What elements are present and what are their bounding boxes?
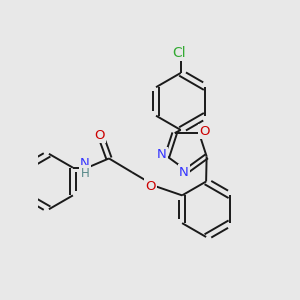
- Text: Cl: Cl: [172, 46, 186, 60]
- Text: O: O: [94, 129, 105, 142]
- Text: N: N: [157, 148, 166, 161]
- Text: H: H: [81, 167, 89, 180]
- Text: O: O: [199, 125, 210, 138]
- Text: O: O: [145, 180, 156, 193]
- Text: N: N: [179, 166, 189, 179]
- Text: N: N: [80, 157, 90, 170]
